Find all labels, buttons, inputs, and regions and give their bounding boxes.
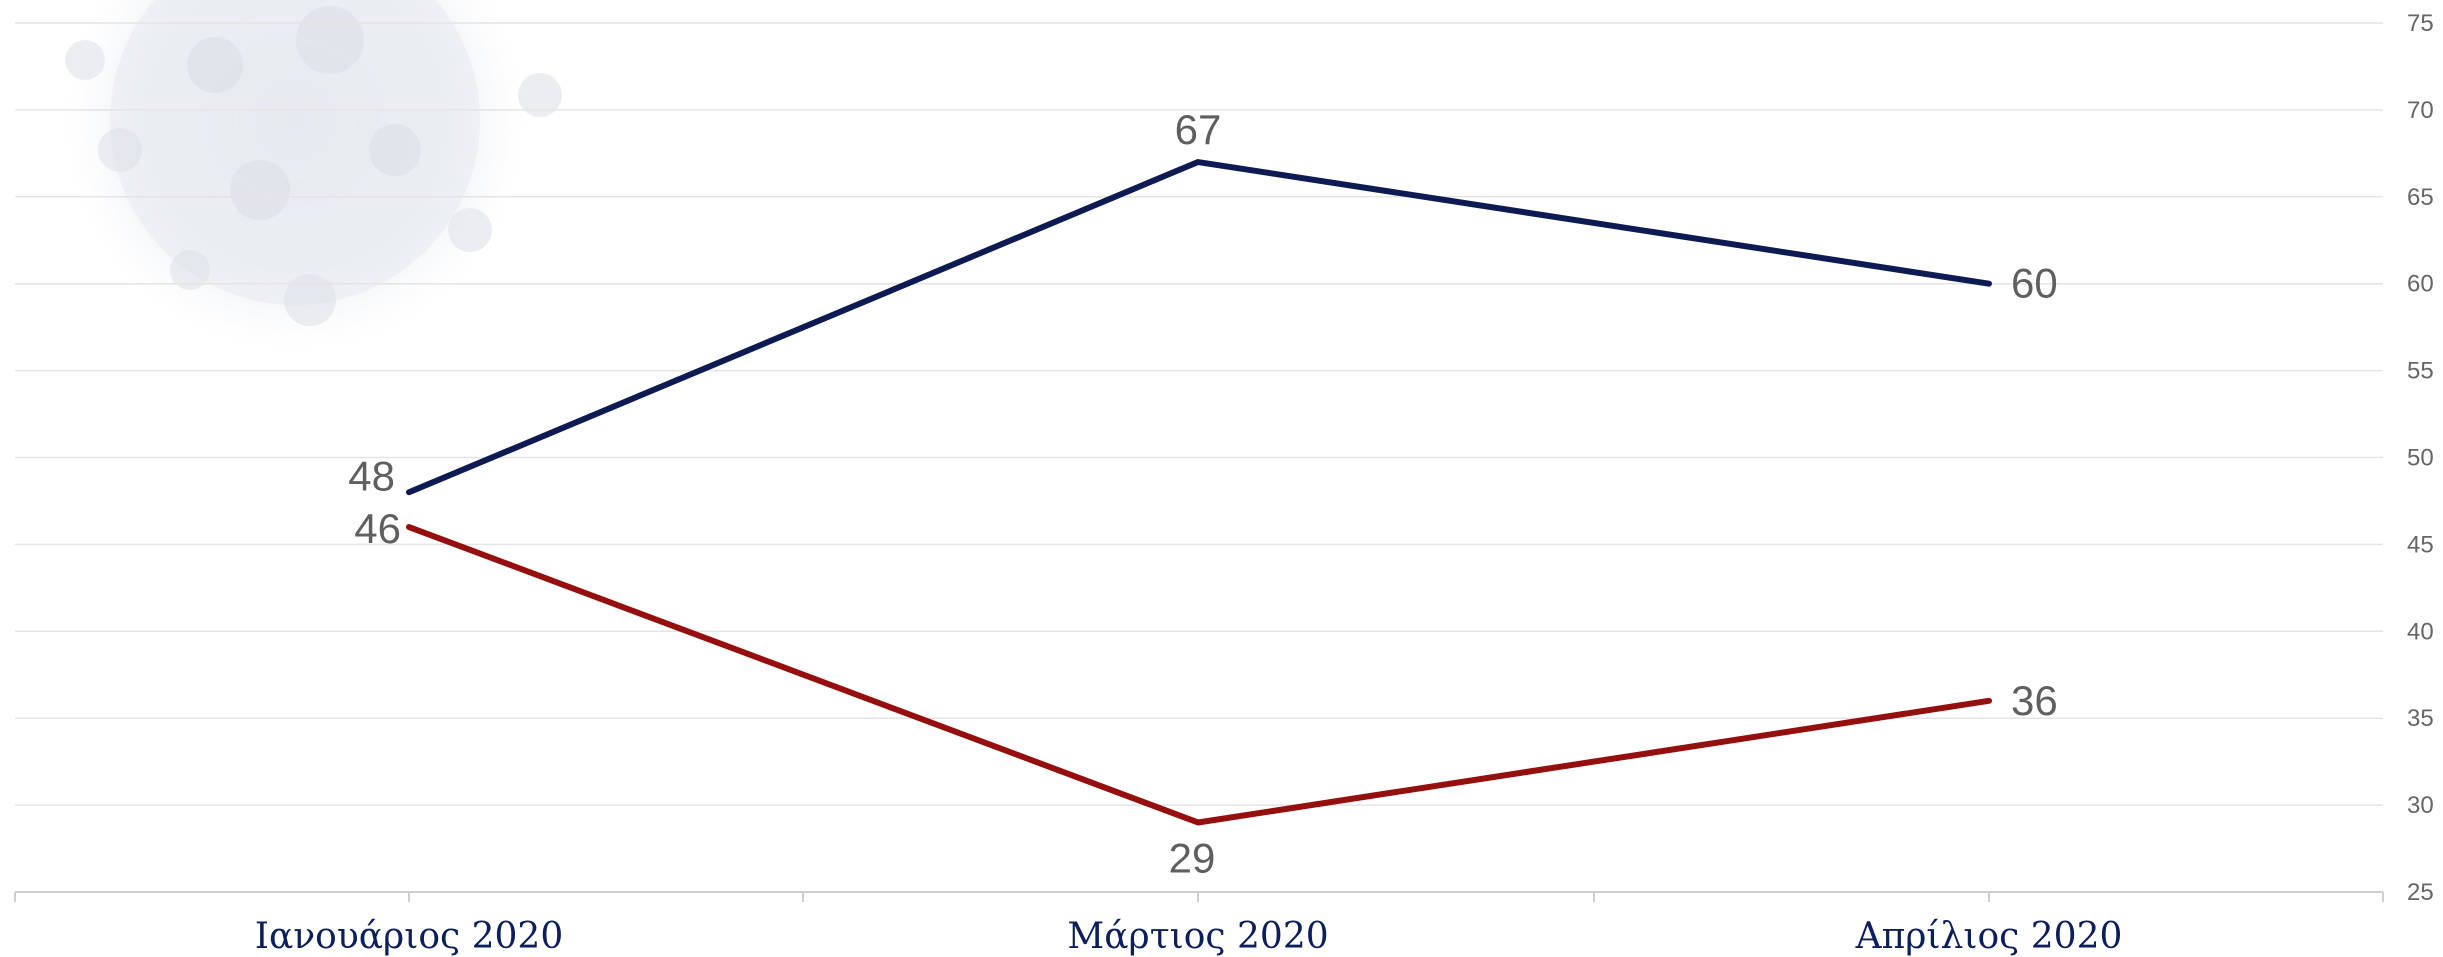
virus-watermark-icon [65,0,562,350]
x-tick-labels: Ιανουάριος 2020 Μάρτιος 2020 Απρίλιος 2020 [255,916,2123,957]
series-line-1 [406,159,1992,496]
data-label: 29 [1169,834,1216,881]
series-lines [406,159,1992,826]
y-tick-label: 70 [2407,97,2434,124]
y-tick-label: 55 [2407,358,2434,385]
x-axis [14,891,2384,902]
data-label: 60 [2011,260,2058,307]
y-tick-label: 30 [2407,792,2434,819]
y-tick-label: 40 [2407,618,2434,645]
data-label: 48 [348,452,395,499]
x-tick-label: Ιανουάριος 2020 [255,916,563,957]
y-tick-label: 25 [2407,879,2434,906]
y-tick-label: 75 [2407,10,2434,37]
y-tick-label: 60 [2407,271,2434,298]
y-tick-label: 35 [2407,705,2434,732]
y-tick-label: 65 [2407,184,2434,211]
x-tick-label: Απρίλιος 2020 [1855,916,2123,957]
data-labels: 48 67 60 46 29 36 [348,106,2057,881]
y-tick-label: 45 [2407,531,2434,558]
data-label: 46 [354,505,401,552]
y-tick-label: 50 [2407,445,2434,472]
y-axis: 25 30 35 40 45 50 55 60 65 70 75 [2407,10,2434,906]
data-label: 36 [2011,677,2058,724]
data-label: 67 [1175,106,1222,153]
x-tick-label: Μάρτιος 2020 [1067,916,1328,957]
series-line-2 [406,524,1992,826]
